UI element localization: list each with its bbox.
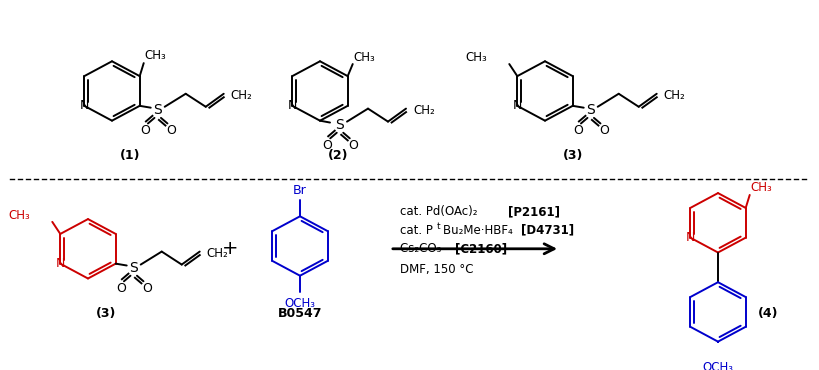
Text: (3): (3) [96, 307, 116, 320]
Text: O: O [115, 282, 125, 295]
Text: N: N [56, 257, 65, 270]
Text: CH₃: CH₃ [750, 181, 771, 194]
Text: cat. P: cat. P [400, 224, 432, 237]
Text: CH₂: CH₂ [231, 89, 252, 102]
Text: N: N [79, 99, 89, 112]
Text: O: O [322, 139, 332, 152]
Text: CH₂: CH₂ [663, 89, 685, 102]
Text: [C2160]: [C2160] [455, 242, 506, 255]
Text: S: S [153, 104, 162, 117]
Text: N: N [685, 231, 695, 244]
Text: t: t [437, 222, 440, 231]
Text: Bu₂Me·HBF₄: Bu₂Me·HBF₄ [442, 224, 516, 237]
Text: S: S [335, 118, 344, 132]
Text: (3): (3) [562, 149, 582, 162]
Text: CH₂: CH₂ [413, 104, 434, 117]
Text: N: N [512, 99, 522, 112]
Text: Cs₂CO₃: Cs₂CO₃ [400, 242, 445, 255]
Text: S: S [586, 104, 595, 117]
Text: CH₃: CH₃ [465, 51, 486, 64]
Text: (1): (1) [120, 149, 140, 162]
Text: +: + [221, 239, 238, 258]
Text: O: O [598, 124, 608, 137]
Text: DMF, 150 °C: DMF, 150 °C [400, 263, 473, 276]
Text: O: O [572, 124, 582, 137]
Text: OCH₃: OCH₃ [702, 361, 733, 370]
Text: O: O [139, 124, 150, 137]
Text: CH₃: CH₃ [8, 209, 30, 222]
Text: S: S [129, 261, 138, 275]
Text: O: O [347, 139, 358, 152]
Text: [P2161]: [P2161] [508, 205, 559, 218]
Text: OCH₃: OCH₃ [284, 297, 315, 310]
Text: CH₃: CH₃ [144, 49, 166, 62]
Text: cat. Pd(OAc)₂: cat. Pd(OAc)₂ [400, 205, 481, 218]
Text: CH₂: CH₂ [206, 247, 229, 260]
Text: CH₃: CH₃ [353, 51, 375, 64]
Text: Br: Br [292, 184, 306, 197]
Text: O: O [165, 124, 175, 137]
Text: (4): (4) [757, 307, 777, 320]
Text: [D4731]: [D4731] [520, 224, 573, 237]
Text: (2): (2) [328, 149, 348, 162]
Text: B0547: B0547 [278, 307, 322, 320]
Text: N: N [287, 99, 296, 112]
Text: O: O [142, 282, 152, 295]
